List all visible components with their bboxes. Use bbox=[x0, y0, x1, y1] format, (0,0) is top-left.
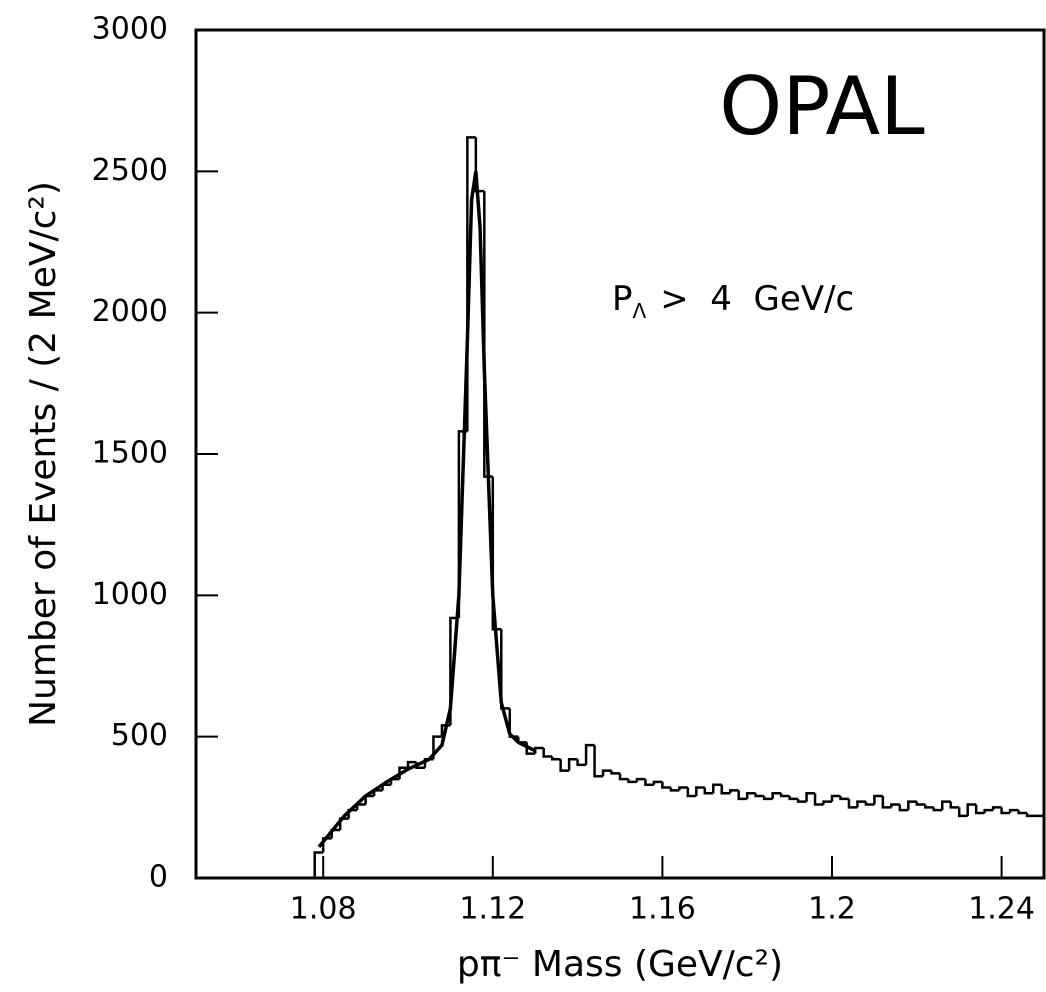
histogram-bin bbox=[907, 800, 917, 811]
chart-title: OPAL bbox=[719, 60, 925, 153]
annotation-sub: Λ bbox=[633, 299, 647, 323]
histogram-bin bbox=[762, 796, 773, 801]
histogram-bin bbox=[966, 803, 977, 816]
histogram-bin bbox=[974, 804, 985, 815]
histogram-bin bbox=[983, 808, 994, 813]
histogram-bin bbox=[678, 786, 688, 791]
histogram-bin bbox=[813, 793, 824, 806]
histogram-bin bbox=[584, 743, 595, 765]
histogram-bin bbox=[822, 800, 832, 805]
histogram-bin bbox=[321, 837, 332, 853]
x-axis-label: pπ⁻ Mass (GeV/c²) bbox=[457, 944, 783, 985]
histogram-bin bbox=[1025, 812, 1036, 818]
histogram-bin bbox=[873, 794, 883, 805]
histogram-bin bbox=[533, 746, 544, 754]
histogram-bin bbox=[754, 793, 765, 798]
x-tick-label: 1.12 bbox=[459, 892, 526, 927]
y-axis-label: Number of Events / (2 MeV/c²) bbox=[23, 181, 64, 727]
histogram-bin bbox=[737, 790, 748, 801]
histogram-bin bbox=[644, 779, 654, 786]
histogram-bin bbox=[406, 760, 417, 768]
annotation: PΛ > 4 GeV/c bbox=[612, 279, 854, 323]
histogram-bin bbox=[771, 791, 782, 799]
y-tick-label: 1500 bbox=[92, 436, 168, 471]
x-tick-label: 1.16 bbox=[629, 892, 696, 927]
histogram-bin bbox=[720, 784, 731, 795]
histogram-bin bbox=[627, 779, 637, 784]
histogram-bin bbox=[1035, 814, 1046, 878]
histogram-bin bbox=[601, 769, 612, 777]
histogram-bin bbox=[703, 787, 714, 795]
histogram-bin bbox=[695, 786, 705, 797]
annotation-main: P bbox=[612, 279, 633, 319]
y-tick-label: 1000 bbox=[92, 577, 168, 612]
histogram-bin bbox=[669, 787, 680, 792]
histogram-bin bbox=[924, 804, 934, 809]
histogram-bin bbox=[864, 801, 875, 806]
histogram-bin bbox=[686, 787, 697, 798]
histogram-bin bbox=[567, 758, 578, 771]
histogram-bin bbox=[898, 804, 909, 812]
x-tick-label: 1.24 bbox=[968, 892, 1035, 927]
histogram-bin bbox=[745, 791, 756, 799]
x-tick-label: 1.08 bbox=[290, 892, 357, 927]
histogram-bin bbox=[779, 793, 790, 798]
histogram-bin bbox=[949, 801, 960, 809]
histogram-bin bbox=[712, 783, 722, 794]
histogram-bin bbox=[542, 747, 553, 758]
histogram-bin bbox=[593, 745, 604, 778]
histogram-bin bbox=[830, 794, 841, 802]
histogram-bin bbox=[491, 476, 502, 631]
histogram-bin bbox=[856, 800, 866, 808]
fit-curve bbox=[317, 171, 536, 849]
y-tick-label: 3000 bbox=[92, 12, 168, 47]
histogram-bin bbox=[728, 789, 739, 794]
x-tick-label: 1.2 bbox=[808, 892, 856, 927]
histogram-bin bbox=[940, 800, 951, 811]
histogram-bin bbox=[957, 807, 968, 818]
histogram-bin bbox=[432, 735, 442, 760]
histogram-bin bbox=[550, 756, 561, 761]
histogram-bin bbox=[559, 759, 570, 772]
histogram-bin bbox=[652, 780, 663, 785]
y-tick-label: 2500 bbox=[92, 153, 168, 188]
histogram-bin bbox=[881, 796, 892, 809]
histogram-bin bbox=[915, 801, 926, 806]
plot-frame bbox=[194, 28, 1046, 880]
y-tick-label: 500 bbox=[111, 718, 168, 753]
histogram-bin bbox=[635, 777, 646, 782]
histogram-bin bbox=[576, 759, 587, 767]
histogram-bin bbox=[500, 629, 510, 710]
annotation-rest: > 4 GeV/c bbox=[660, 279, 854, 319]
histogram-bin bbox=[847, 798, 858, 809]
histogram-bin bbox=[661, 781, 671, 789]
y-tick-label: 2000 bbox=[92, 294, 168, 329]
histogram-bin bbox=[890, 803, 900, 808]
histogram-bin bbox=[618, 773, 629, 781]
y-tick-label: 0 bbox=[149, 860, 168, 895]
histogram-bin bbox=[355, 803, 366, 811]
histogram-bin bbox=[932, 807, 943, 812]
histogram-bin bbox=[805, 791, 816, 802]
histogram-bin bbox=[839, 796, 849, 801]
histogram-bin bbox=[991, 806, 1002, 811]
histogram-bin bbox=[1017, 810, 1028, 815]
histogram-bin bbox=[610, 770, 620, 775]
histogram-bin bbox=[796, 798, 807, 803]
histogram-bin bbox=[313, 851, 324, 878]
histogram-bin bbox=[1008, 808, 1019, 813]
histogram-bin bbox=[508, 708, 519, 738]
histogram-bin bbox=[364, 794, 375, 805]
histogram-bin bbox=[788, 796, 799, 801]
histogram-bin bbox=[1000, 807, 1011, 815]
